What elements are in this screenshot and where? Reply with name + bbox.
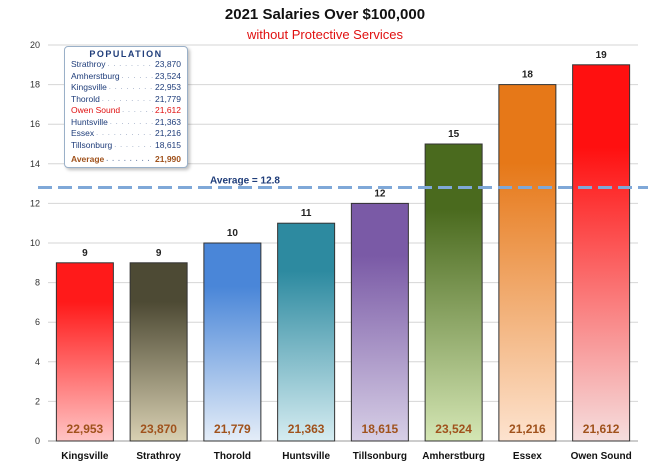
population-town: Thorold [71, 93, 100, 104]
y-tick-label: 16 [30, 119, 40, 129]
population-value: 18,615 [155, 139, 181, 150]
y-tick-label: 6 [35, 317, 40, 327]
bar [498, 84, 557, 442]
bar [129, 262, 188, 442]
y-tick-label: 10 [30, 238, 40, 248]
x-tick-label: Tillsonburg [353, 451, 407, 462]
bar-value-label: 12 [374, 188, 386, 199]
bar-value-label: 10 [227, 228, 239, 239]
dot-leader: . . . . . . . . . . . . . . . [114, 141, 153, 149]
dot-leader: . . . . . . . . . . . . . . . [108, 84, 153, 91]
population-value: 21,363 [155, 116, 181, 127]
population-average-row: Average . . . . . . . . . . . . . . . 21… [65, 154, 187, 166]
bar-value-label: 19 [596, 50, 608, 61]
bar-value-label: 11 [301, 208, 312, 219]
dot-leader: . . . . . . . . . . . . . . . [107, 61, 154, 68]
population-row: Strathroy . . . . . . . . . . . . . . . … [65, 59, 187, 71]
bar-value-label: 15 [448, 129, 460, 140]
population-average-value: 21,990 [155, 154, 181, 164]
y-tick-label: 12 [30, 198, 40, 208]
population-row: Tillsonburg . . . . . . . . . . . . . . … [65, 140, 187, 152]
bar-population-label: 23,870 [140, 422, 177, 436]
y-tick-label: 14 [30, 159, 40, 169]
population-heading: POPULATION [89, 49, 163, 59]
population-value: 21,216 [155, 128, 181, 138]
bar [55, 262, 114, 442]
x-tick-label: Huntsville [282, 451, 330, 462]
dot-leader: . . . . . . . . . . . . . . . [121, 72, 153, 80]
chart-title: 2021 Salaries Over $100,000 [224, 6, 426, 23]
x-tick-label: Thorold [214, 451, 251, 462]
bar-value-label: 18 [522, 70, 534, 81]
y-tick-label: 20 [30, 40, 40, 50]
x-tick-label: Amherstburg [422, 451, 485, 462]
bar-value-label: 9 [156, 248, 162, 259]
population-legend-box: POPULATION Strathroy . . . . . . . . . .… [64, 46, 188, 168]
bar [203, 242, 262, 442]
bar-population-label: 18,615 [362, 422, 399, 436]
population-town: Tillsonburg [71, 139, 113, 150]
population-row: Huntsville . . . . . . . . . . . . . . .… [65, 117, 187, 129]
x-tick-label: Strathroy [136, 451, 181, 462]
y-tick-label: 18 [30, 80, 40, 90]
bar [277, 222, 336, 442]
chart-subtitle: without Protective Services [246, 27, 404, 42]
population-value: 21,779 [155, 93, 181, 104]
bar-population-label: 21,216 [509, 422, 546, 436]
population-row: Thorold . . . . . . . . . . . . . . . 21… [65, 94, 187, 106]
population-row: Essex . . . . . . . . . . . . . . . 21,2… [65, 128, 187, 140]
population-town: Amherstburg [71, 70, 120, 81]
x-tick-label: Kingsville [61, 451, 109, 462]
average-line-label: Average = 12.8 [210, 176, 280, 187]
dot-leader: . . . . . . . . . . . . . . . [101, 95, 153, 103]
y-tick-label: 0 [35, 436, 40, 446]
population-row: Amherstburg . . . . . . . . . . . . . . … [65, 71, 187, 83]
x-tick-label: Owen Sound [571, 451, 632, 462]
population-town: Owen Sound [71, 105, 121, 115]
bar-population-label: 21,363 [288, 422, 325, 436]
bar [424, 143, 483, 442]
y-tick-label: 2 [35, 396, 40, 406]
population-town: Essex [71, 128, 95, 138]
population-value: 23,870 [155, 59, 181, 69]
population-town: Kingsville [71, 82, 107, 92]
y-tick-label: 8 [35, 278, 40, 288]
population-value: 22,953 [155, 82, 181, 92]
y-tick-label: 4 [35, 357, 40, 367]
bar-population-label: 23,524 [435, 422, 472, 436]
bar-population-label: 21,612 [583, 422, 620, 436]
population-town: Huntsville [71, 116, 108, 127]
bar-population-label: 21,779 [214, 422, 251, 436]
dot-leader: . . . . . . . . . . . . . . . [122, 107, 153, 114]
dot-leader: . . . . . . . . . . . . . . . [109, 118, 153, 126]
bar-value-label: 9 [82, 248, 88, 259]
population-value: 21,612 [155, 105, 181, 115]
population-value: 23,524 [155, 70, 181, 81]
bar [350, 202, 409, 442]
population-row: Kingsville . . . . . . . . . . . . . . .… [65, 82, 187, 94]
x-tick-label: Essex [513, 451, 542, 462]
population-town: Strathroy [71, 59, 106, 69]
bar-population-label: 22,953 [67, 422, 104, 436]
dot-leader: . . . . . . . . . . . . . . . [96, 130, 153, 137]
population-row-highlighted: Owen Sound . . . . . . . . . . . . . . .… [65, 105, 187, 117]
bar [572, 64, 631, 442]
population-average-label: Average [71, 154, 105, 164]
dot-leader: . . . . . . . . . . . . . . . [106, 156, 153, 163]
